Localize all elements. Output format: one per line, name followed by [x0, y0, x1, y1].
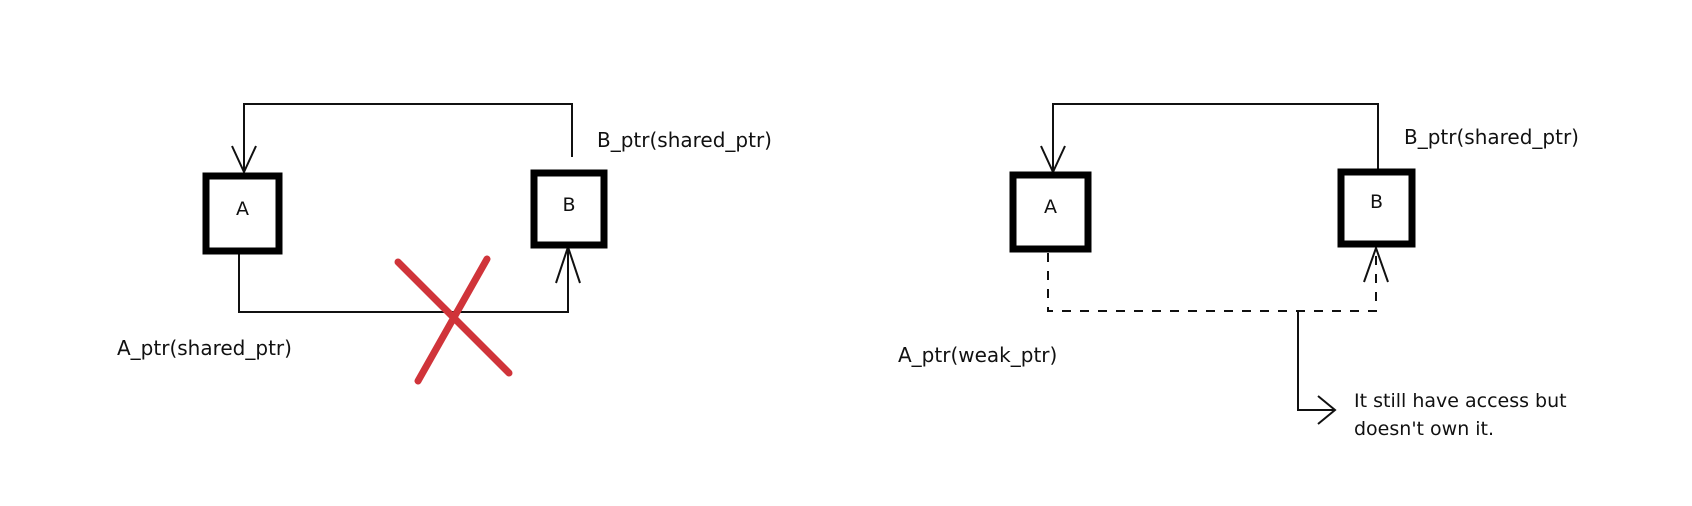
left-a-to-b-connector: [238, 247, 569, 313]
ownership-note: It still have access but doesn't own it.: [1354, 387, 1567, 443]
left-node-a-box: [202, 172, 283, 255]
ownership-note-line-2: doesn't own it.: [1354, 418, 1495, 440]
right-weak-connector: [1047, 248, 1377, 312]
left-b-to-a-connector: [243, 103, 573, 172]
right-node-a-box: [1009, 171, 1092, 253]
left-arrowhead-into-a: [231, 145, 257, 175]
left-diagram: [231, 103, 581, 313]
right-node-a-label: A: [1044, 196, 1057, 218]
right-node-b-label: B: [1369, 191, 1384, 213]
left-node-a-label: A: [236, 198, 249, 220]
note-callout-arrowhead: [1317, 395, 1337, 425]
left-b-pointer-label: B_ptr(shared_ptr): [597, 128, 772, 152]
right-node-b-box: [1337, 168, 1416, 248]
right-b-to-a-connector: [1052, 103, 1379, 172]
left-node-b-box: [530, 169, 608, 249]
note-callout-line: [1297, 311, 1335, 411]
ownership-note-line-1: It still have access but: [1354, 390, 1567, 412]
left-node-b-label: B: [562, 194, 576, 216]
right-a-pointer-label: A_ptr(weak_ptr): [898, 343, 1058, 367]
right-arrowhead-into-b: [1363, 244, 1389, 283]
right-b-pointer-label: B_ptr(shared_ptr): [1404, 125, 1579, 149]
left-cross-mark: [394, 255, 513, 385]
right-diagram: [1040, 103, 1389, 425]
left-a-pointer-label: A_ptr(shared_ptr): [117, 336, 292, 360]
